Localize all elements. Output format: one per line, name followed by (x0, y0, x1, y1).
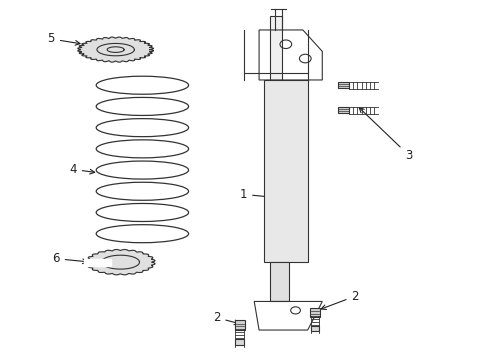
FancyBboxPatch shape (269, 16, 282, 80)
Text: 5: 5 (47, 32, 80, 45)
Bar (338, 82, 348, 88)
FancyBboxPatch shape (310, 326, 319, 331)
Text: 2: 2 (321, 290, 358, 310)
Text: 2: 2 (212, 311, 239, 325)
Text: 1: 1 (239, 188, 275, 201)
FancyBboxPatch shape (235, 339, 244, 345)
FancyBboxPatch shape (234, 320, 244, 330)
FancyBboxPatch shape (264, 80, 307, 262)
Text: 6: 6 (52, 252, 87, 265)
Polygon shape (78, 37, 153, 62)
Bar (338, 108, 348, 113)
Polygon shape (84, 258, 111, 266)
Text: 4: 4 (69, 163, 95, 176)
FancyBboxPatch shape (310, 308, 319, 317)
FancyBboxPatch shape (269, 262, 288, 301)
Text: 3: 3 (359, 108, 411, 162)
Polygon shape (86, 249, 155, 275)
